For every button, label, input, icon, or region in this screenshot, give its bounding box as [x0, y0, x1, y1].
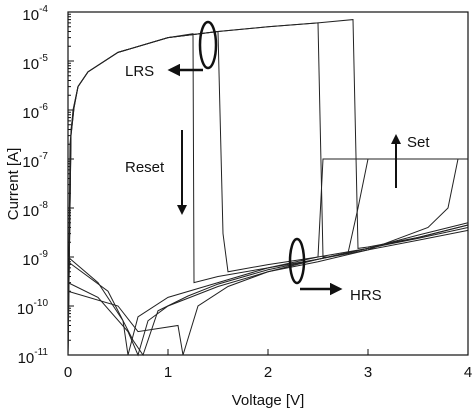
- y-tick-exponent: -10: [34, 298, 49, 309]
- y-tick-label: 10-7: [22, 151, 48, 171]
- y-tick-label: 10-10: [17, 298, 49, 318]
- iv-curve: [67, 158, 468, 356]
- y-tick-base: 10: [22, 7, 39, 24]
- x-tick-label: 3: [364, 364, 372, 381]
- lrs-ellipse: [198, 20, 218, 70]
- x-axis-label: Voltage [V]: [232, 392, 305, 409]
- y-tick-label: 10-5: [22, 53, 48, 73]
- annotation: HRS: [350, 287, 382, 304]
- y-tick-label: 10-4: [22, 4, 48, 24]
- y-tick-label: 10-8: [22, 200, 48, 220]
- y-axis-label: Current [A]: [5, 148, 22, 221]
- annotation: LRS: [125, 63, 154, 80]
- hrs-ellipse: [288, 237, 306, 285]
- y-tick-exponent: -6: [39, 102, 48, 113]
- y-tick-base: 10: [22, 252, 39, 269]
- y-tick-exponent: -11: [34, 347, 48, 358]
- iv-curve: [67, 158, 468, 357]
- y-tick-exponent: -9: [39, 249, 48, 260]
- y-tick-exponent: -5: [39, 53, 48, 64]
- y-tick-base: 10: [22, 56, 39, 73]
- x-tick-label: 0: [64, 364, 72, 381]
- annotation: Reset: [125, 159, 165, 176]
- y-tick-label: 10-6: [22, 102, 48, 122]
- y-tick-exponent: -8: [39, 200, 48, 211]
- y-tick-base: 10: [22, 154, 39, 171]
- annotation: Set: [407, 134, 430, 151]
- iv-curve: [67, 222, 469, 356]
- y-tick-base: 10: [18, 350, 35, 367]
- x-tick-label: 2: [264, 364, 272, 381]
- y-tick-base: 10: [22, 203, 39, 220]
- iv-curve: [67, 19, 469, 356]
- y-tick-label: 10-9: [22, 249, 48, 269]
- x-tick-label: 1: [164, 364, 172, 381]
- x-tick-label: 4: [464, 364, 472, 381]
- iv-curve: [67, 158, 468, 357]
- iv-curve: [67, 30, 469, 356]
- y-tick-label: 10-11: [18, 347, 49, 367]
- y-tick-exponent: -4: [39, 4, 48, 15]
- y-tick-base: 10: [22, 105, 39, 122]
- iv-curve: [67, 33, 469, 356]
- y-tick-exponent: -7: [39, 151, 48, 162]
- y-tick-base: 10: [17, 301, 34, 318]
